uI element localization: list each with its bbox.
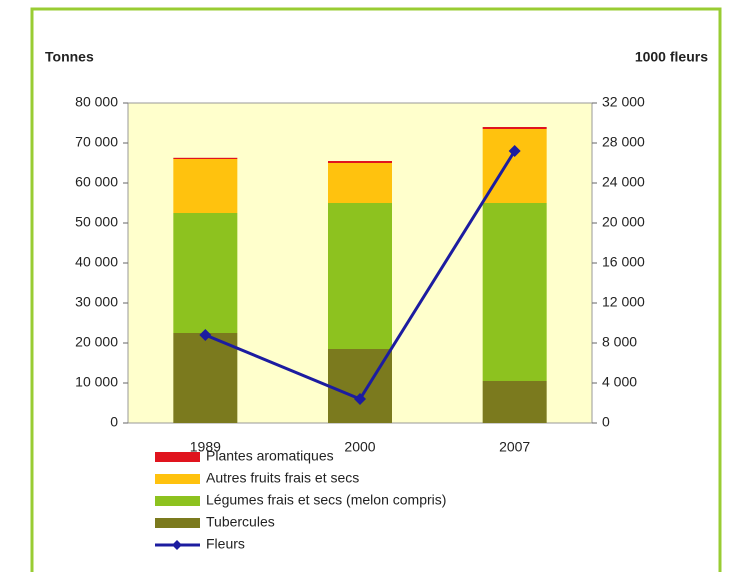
y2-tick-label: 4 000 [602,374,637,390]
bar-segment [328,161,392,163]
bar-segment [482,203,547,381]
y2-tick-label: 28 000 [602,134,645,150]
line-marker [354,393,366,405]
legend-swatch [172,540,182,550]
y2-tick-label: 0 [602,414,610,430]
y2-tick-label: 12 000 [602,294,645,310]
y2-tick-label: 32 000 [602,94,645,110]
y2-axis-title: 1000 fleurs [635,49,708,65]
bar-segment [328,203,392,349]
bar-segment [482,129,547,203]
bar-segment [173,213,238,333]
y2-tick-label: 24 000 [602,174,645,190]
line-marker [508,145,521,157]
y2-tick-label: 20 000 [602,214,645,230]
y-tick-label: 20 000 [75,334,118,350]
legend-swatch [155,452,200,462]
y-tick-label: 50 000 [75,214,118,230]
legend-swatch [155,518,200,528]
y-tick-label: 30 000 [75,294,118,310]
y-tick-label: 70 000 [75,134,118,150]
legend-label: Plantes aromatiques [206,448,334,464]
y2-tick-label: 16 000 [602,254,645,270]
bar-segment [482,381,547,423]
legend-swatch [155,496,200,506]
y-axis-title: Tonnes [45,49,94,65]
legend-label: Tubercules [206,514,275,530]
bar-segment [328,349,392,423]
legend-swatch [155,474,200,484]
x-tick-label: 2000 [344,439,375,455]
x-tick-label: 1989 [190,439,221,455]
bar-segment [328,163,392,203]
x-tick-label: 2007 [499,439,530,455]
line-marker [199,329,212,341]
y-tick-label: 10 000 [75,374,118,390]
y-tick-label: 80 000 [75,94,118,110]
bar-segment [173,157,238,159]
y-tick-label: 60 000 [75,174,118,190]
bar-segment [482,127,547,129]
y-tick-label: 40 000 [75,254,118,270]
legend-label: Fleurs [206,536,245,552]
y2-tick-label: 8 000 [602,334,637,350]
bar-segment [173,159,238,213]
bar-segment [173,333,238,423]
legend-label: Légumes frais et secs (melon compris) [206,492,446,508]
y-tick-label: 0 [110,414,118,430]
legend-label: Autres fruits frais et secs [206,470,359,486]
